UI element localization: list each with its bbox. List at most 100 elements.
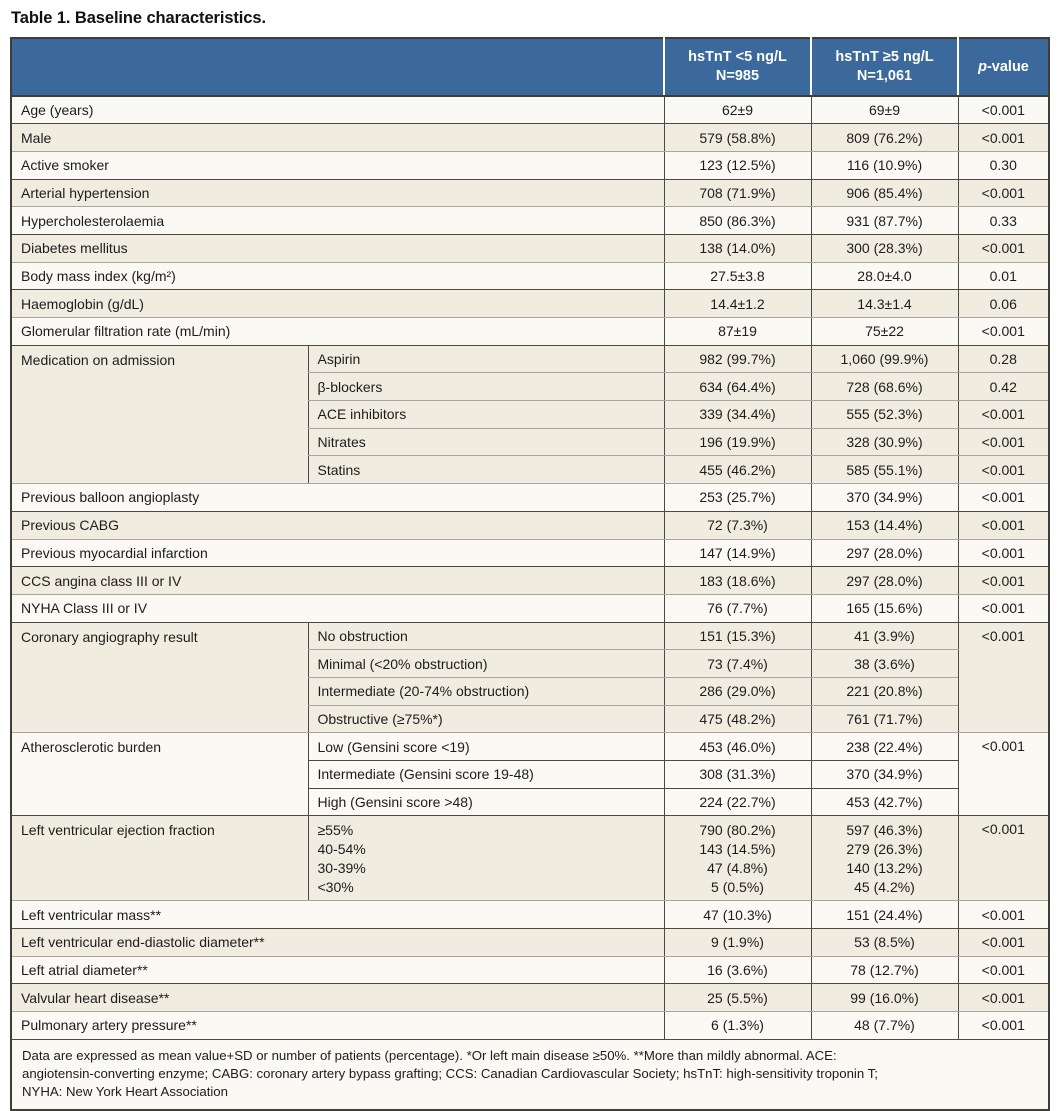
p-value: <0.001 [957,1011,1049,1040]
p-value: 0.01 [957,262,1049,291]
value-low: 72 (7.3%) [663,511,811,540]
value-low: 87±19 [663,317,811,346]
value-high: 53 (8.5%) [810,928,958,957]
table-row: NYHA Class III or IV 76 (7.7%) 165 (15.6… [11,594,1049,623]
value-high: 48 (7.7%) [810,1011,958,1040]
value-low-line-4: 5 (0.5%) [711,879,764,896]
header-hstnt-low: hsTnT <5 ng/L N=985 [663,38,811,97]
p-value: 0.28 [957,345,1049,374]
value-high: 906 (85.4%) [810,179,958,208]
subcategory-label: Obstructive (≥75%*) [307,705,664,734]
table-row: Medication on admission Aspirin 982 (99.… [11,345,1049,485]
p-value: <0.001 [957,956,1049,985]
subcategory-label: No obstruction [307,622,664,651]
header-hstnt-high-line1: hsTnT ≥5 ng/L [835,49,934,65]
row-label: Arterial hypertension [11,179,664,208]
value-high: 370 (34.9%) [810,760,958,789]
p-value: <0.001 [957,123,1049,152]
row-label: Active smoker [11,151,664,180]
value-high: 728 (68.6%) [810,372,958,402]
value-high: 300 (28.3%) [810,234,958,263]
row-label: Previous myocardial infarction [11,539,664,568]
header-hstnt-low-line2: N=985 [715,68,760,84]
value-high: 761 (71.7%) [810,705,958,734]
table-row: Active smoker 123 (12.5%) 116 (10.9%) 0.… [11,151,1049,180]
value-low: 455 (46.2%) [663,455,811,485]
table-row: Statins 455 (46.2%) 585 (55.1%) <0.001 [11,455,1049,485]
value-high: 28.0±4.0 [810,262,958,291]
header-p-value: p-value [957,38,1049,97]
value-high: 151 (24.4%) [810,900,958,930]
value-high: 328 (30.9%) [810,428,958,457]
footnote-line-2: angiotensin-converting enzyme; CABG: cor… [22,1065,878,1081]
row-label: Glomerular filtration rate (mL/min) [11,317,664,346]
value-high: 75±22 [810,317,958,346]
value-high: 165 (15.6%) [810,594,958,623]
value-low: 850 (86.3%) [663,206,811,235]
value-low: 308 (31.3%) [663,760,811,789]
footnote-row: Data are expressed as mean value+SD or n… [11,1039,1049,1110]
subcategory-label: Intermediate (Gensini score 19-48) [307,760,664,789]
value-high-line-1: 597 (46.3%) [846,822,923,839]
table-row: Atherosclerotic burden Low (Gensini scor… [11,732,1049,817]
subcategory-label: Minimal (<20% obstruction) [307,649,664,678]
p-value: <0.001 [957,400,1049,429]
value-low: 147 (14.9%) [663,539,811,568]
row-label: NYHA Class III or IV [11,594,664,623]
table-row: Haemoglobin (g/dL) 14.4±1.2 14.3±1.4 0.0… [11,289,1049,318]
table-row: Left atrial diameter** 16 (3.6%) 78 (12.… [11,956,1049,985]
subcategory-label: ACE inhibitors [307,400,664,429]
table-row: Arterial hypertension 708 (71.9%) 906 (8… [11,179,1049,208]
row-label: Haemoglobin (g/dL) [11,289,664,318]
value-low: 183 (18.6%) [663,566,811,595]
p-value: <0.001 [957,594,1049,623]
value-high: 221 (20.8%) [810,677,958,706]
subcategory-label: β-blockers [307,372,664,402]
value-high-line-3: 140 (13.2%) [846,860,923,877]
p-value: <0.001 [957,483,1049,512]
footnote: Data are expressed as mean value+SD or n… [11,1039,1049,1110]
p-value: 0.33 [957,206,1049,235]
subcategory-label: Low (Gensini score <19) [307,732,664,761]
footnote-line-3: NYHA: New York Heart Association [22,1083,228,1099]
row-label: CCS angina class III or IV [11,566,664,595]
table-row: Intermediate (Gensini score 19-48) 308 (… [11,760,1049,789]
p-value: <0.001 [957,179,1049,208]
p-value: <0.001 [957,622,1049,734]
subcategory-label: Statins [307,455,664,485]
value-high: 453 (42.7%) [810,788,958,817]
p-value: 0.30 [957,151,1049,180]
subcategory-label: Nitrates [307,428,664,457]
value-low: 286 (29.0%) [663,677,811,706]
p-value: <0.001 [957,511,1049,540]
row-label: Left atrial diameter** [11,956,664,985]
p-value: <0.001 [957,928,1049,957]
table-row: Intermediate (20-74% obstruction) 286 (2… [11,677,1049,706]
p-value: <0.001 [957,900,1049,930]
value-low: 475 (48.2%) [663,705,811,734]
header-hstnt-low-line1: hsTnT <5 ng/L [688,49,787,65]
row-label: Previous balloon angioplasty [11,483,664,512]
row-label: Body mass index (kg/m²) [11,262,664,291]
lvef-class-3: 30-39% [317,860,366,877]
value-high-line-4: 45 (4.2%) [854,879,915,896]
value-low: 76 (7.7%) [663,594,811,623]
value-high: 1,060 (99.9%) [810,345,958,374]
row-label: Left ventricular mass** [11,900,664,930]
lvef-class-1: ≥55% [317,822,354,839]
row-label: Left ventricular end-diastolic diameter*… [11,928,664,957]
value-high: 14.3±1.4 [810,289,958,318]
p-value: 0.06 [957,289,1049,318]
value-high-line-2: 279 (26.3%) [846,841,923,858]
value-low: 453 (46.0%) [663,732,811,761]
header-row: hsTnT <5 ng/L N=985 hsTnT ≥5 ng/L N=1,06… [11,38,1049,97]
table-row: Left ventricular end-diastolic diameter*… [11,928,1049,957]
lvef-class-2: 40-54% [317,841,366,858]
p-rest: -value [986,58,1029,75]
table-row: Previous myocardial infarction 147 (14.9… [11,539,1049,568]
value-high: 238 (22.4%) [810,732,958,761]
header-blank-cell [11,38,664,97]
table-row: Hypercholesterolaemia 850 (86.3%) 931 (8… [11,206,1049,235]
table-row: CCS angina class III or IV 183 (18.6%) 2… [11,566,1049,595]
